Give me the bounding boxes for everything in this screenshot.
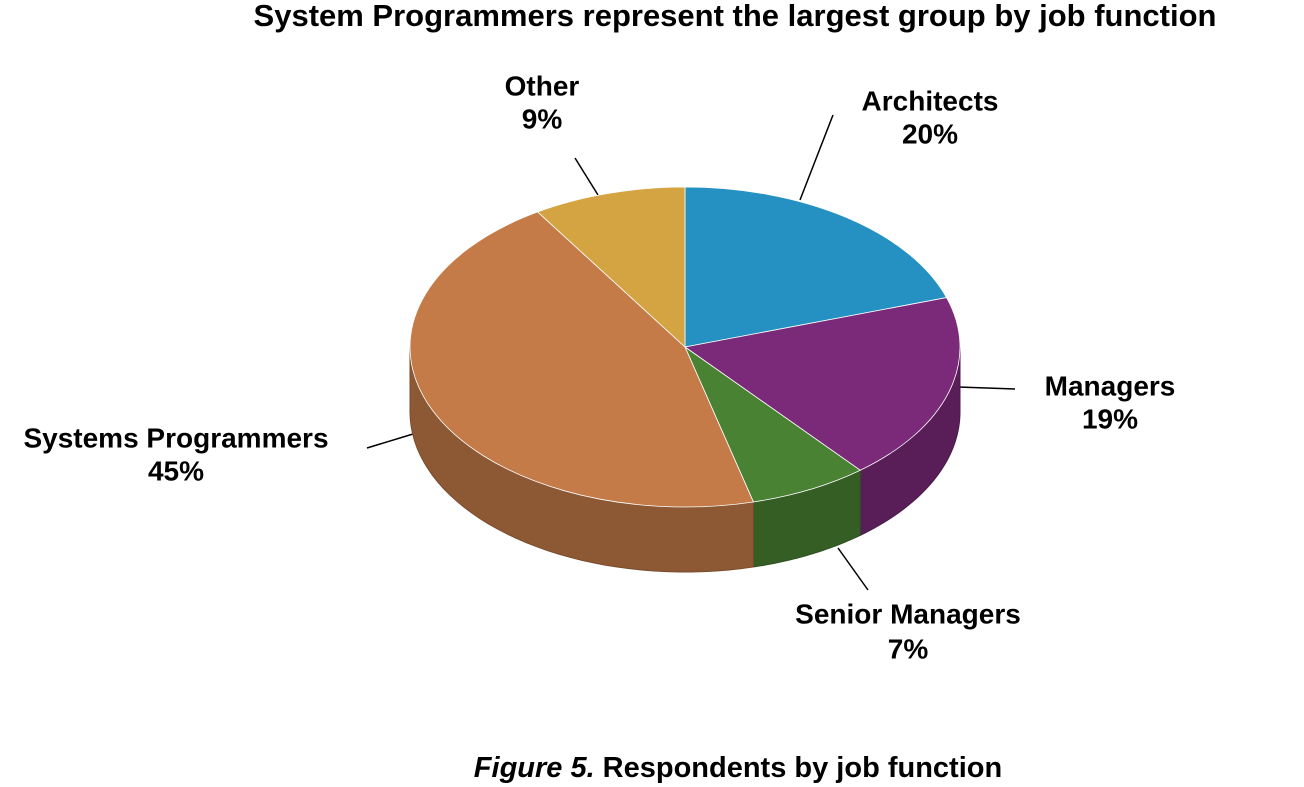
slice-label: Other — [505, 70, 580, 101]
slice-value-label: 19% — [1082, 403, 1138, 434]
caption-label: Figure 5. — [474, 752, 595, 784]
slice-value-label: 7% — [888, 633, 929, 664]
leader-lines — [366, 114, 1016, 591]
slice — [409, 211, 754, 508]
chart-title: System Programmers represent the largest… — [254, 0, 1217, 33]
slice-value-label: 20% — [902, 118, 958, 149]
leader-line — [837, 547, 869, 591]
slice — [684, 186, 948, 348]
leader-line — [366, 433, 414, 449]
slice-value-label: 45% — [148, 455, 204, 486]
caption-text: Respondents by job function — [603, 752, 1003, 784]
leader-line — [574, 157, 599, 196]
leader-line — [799, 114, 834, 201]
slice — [536, 186, 686, 348]
slice-label: Systems Programmers — [23, 422, 328, 453]
slice-label: Managers — [1045, 370, 1176, 401]
caption: Figure 5. Respondents by job function — [474, 752, 1002, 784]
slice-label: Senior Managers — [795, 598, 1021, 629]
slice-label: Architects — [862, 85, 999, 116]
slice-value-label: 9% — [522, 103, 563, 134]
slice — [684, 345, 862, 503]
slice — [683, 297, 961, 471]
leader-line — [957, 386, 1016, 390]
pie — [409, 186, 961, 573]
